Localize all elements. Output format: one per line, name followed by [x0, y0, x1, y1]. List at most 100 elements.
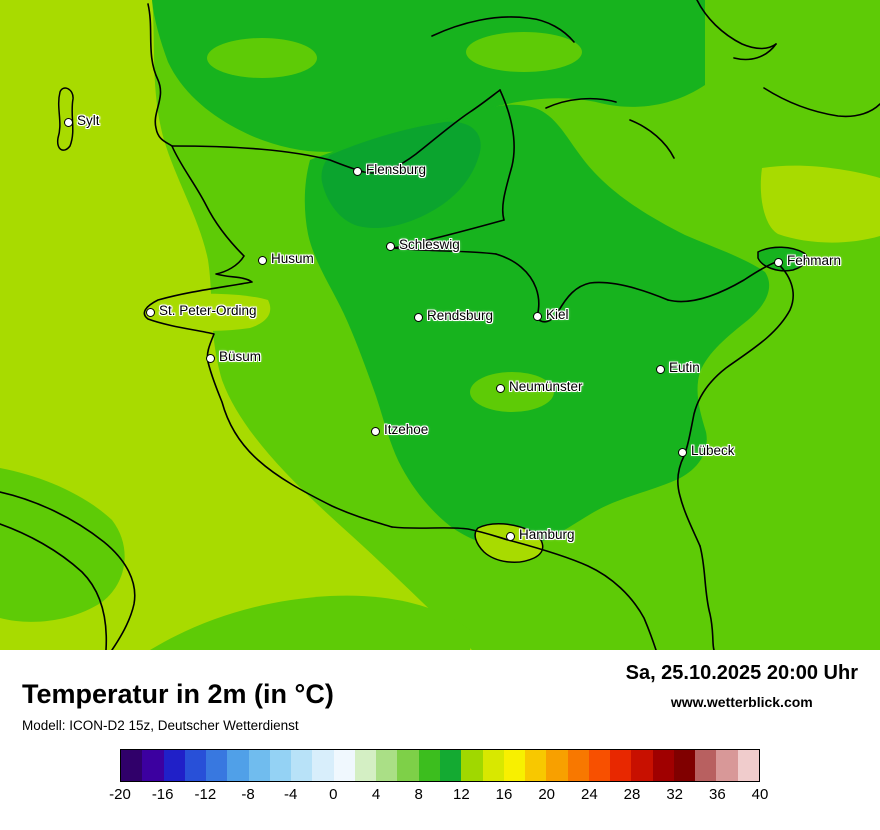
colorbar-tick-label: 12: [452, 786, 470, 803]
colorbar-segment: [163, 750, 185, 781]
colorbar-tick-label: 20: [538, 786, 555, 803]
colorbar-segment: [525, 750, 547, 781]
city-label: Husum: [271, 251, 314, 266]
colorbar-segment: [248, 750, 270, 781]
colorbar-segment: [503, 750, 526, 781]
southeast-border-line: [699, 545, 715, 650]
colorbar-tick-label: 4: [371, 786, 381, 803]
colorbar-tick-label: 8: [414, 786, 423, 803]
colorbar-segment: [631, 750, 653, 781]
colorbar-segment: [184, 750, 207, 781]
colorbar-segment: [610, 750, 632, 781]
website-link[interactable]: www.wetterblick.com: [670, 694, 813, 710]
colorbar-segment: [397, 750, 419, 781]
model-info: Modell: ICON-D2 15z, Deutscher Wetterdie…: [22, 718, 299, 733]
colorbar-tick-label: -8: [241, 786, 255, 803]
coastline-layer: [0, 0, 880, 650]
colorbar-segment: [673, 750, 696, 781]
city-label: Schleswig: [399, 237, 460, 252]
colorbar-segment: [546, 750, 568, 781]
colorbar-segment: [121, 750, 143, 781]
map-darker-patch-flensburg: [321, 121, 481, 229]
city-dot-icon: [352, 166, 362, 176]
map-medium-patch-dk2: [466, 32, 582, 72]
city-label: Fehmarn: [787, 253, 842, 268]
colorbar-segment: [652, 750, 674, 781]
colorbar-tick-label: -12: [194, 786, 217, 803]
city-label: Hamburg: [519, 527, 575, 542]
city-dot-icon: [532, 311, 542, 321]
city-dot-icon: [773, 257, 783, 267]
map-medium-patch-dk1: [207, 38, 317, 78]
temperature-colorbar: -20 -16 -12 -8 -4 0 4 8 12 16 20 24 28 32 36 40: [109, 749, 768, 808]
city-dot-icon: [370, 426, 380, 436]
baltic-islet-line2: [629, 119, 675, 159]
page-title: Temperatur in 2m (in °C): [22, 678, 334, 709]
city-label: Büsum: [219, 349, 262, 364]
city-label: St. Peter-Ording: [159, 303, 257, 318]
colorbar-ticks: -20 -16 -12 -8 -4 0 4 8 12 16 20 24 28 32 36 40: [109, 786, 768, 808]
colorbar-segment: [269, 750, 292, 781]
elbe-estuary-line2: [0, 523, 108, 650]
map-medium-blob-sw: [0, 468, 125, 622]
hamburg-city-area: [474, 523, 544, 564]
baltic-outer-coast: [499, 89, 515, 221]
kiel-fjord-line: [495, 253, 669, 323]
city-label: Lübeck: [691, 443, 735, 458]
city-label: Sylt: [77, 113, 100, 128]
colorbar-segment: [142, 750, 164, 781]
colorbar-segment: [376, 750, 398, 781]
city-label: Neumünster: [509, 379, 583, 394]
elbe-north-bank: [391, 526, 657, 650]
city-dot-icon: [385, 241, 395, 251]
city-dot-icon: [205, 353, 215, 363]
baltic-islet-line1: [545, 97, 617, 109]
colorbar-segment: [354, 750, 377, 781]
colorbar-segment: [312, 750, 334, 781]
map-light-patch-eiderstedt: [150, 293, 271, 331]
colorbar-tick-label: -16: [151, 786, 174, 803]
flensburg-fjord-line: [171, 89, 501, 174]
colorbar-segment: [482, 750, 504, 781]
colorbar-tick-label: 0: [329, 786, 338, 803]
city-dot-icon: [257, 255, 267, 265]
map-footer: Temperatur in 2m (in °C) Sa, 25.10.2025 …: [0, 650, 880, 808]
map-medium-strip-south: [150, 595, 470, 650]
city-dot-icon: [145, 307, 155, 317]
coast-to-fehmarn: [667, 261, 777, 303]
colorbar-segment: [461, 750, 483, 781]
city-dot-icon: [413, 312, 423, 322]
colorbar-tick-label: -4: [283, 786, 298, 803]
city-dot-icon: [677, 447, 687, 457]
danish-island-line1: [696, 0, 777, 50]
temperature-map: Sylt Flensburg Schleswig Husum Fehmarn St. Pe…: [0, 0, 880, 650]
colorbar-segment: [291, 750, 313, 781]
city-dot-icon: [63, 117, 73, 127]
colorbar-segment: [588, 750, 611, 781]
danish-coast-top: [431, 16, 575, 43]
luebeck-bay-coast: [677, 261, 794, 547]
map-medium-patch-neumuenster: [470, 372, 554, 412]
map-light-band-east: [760, 165, 880, 243]
colorbar-segment: [206, 750, 228, 781]
colorbar-tick-label: 32: [666, 786, 683, 803]
danish-island-line3: [763, 87, 880, 118]
forecast-datetime: Sa, 25.10.2025 20:00 Uhr: [625, 662, 858, 684]
colorbar-tick-label: 24: [580, 786, 598, 803]
city-label: Itzehoe: [384, 422, 429, 437]
city-dot-icon: [505, 531, 515, 541]
city-label: Eutin: [669, 360, 700, 375]
elbe-estuary-line1: [0, 491, 136, 650]
colorbar-tick-label: 16: [495, 786, 513, 803]
colorbar-segment: [567, 750, 589, 781]
city-label: Flensburg: [366, 162, 427, 177]
colorbar-tick-label: 40: [751, 786, 769, 803]
colorbar-segment: [333, 750, 355, 781]
colorbar-segment: [227, 750, 249, 781]
colorbar-tick-label: 28: [623, 786, 641, 803]
colorbar-segment: [716, 750, 738, 781]
city-label: Rendsburg: [427, 308, 494, 323]
colorbar-tick-label: 36: [708, 786, 726, 803]
city-label: Kiel: [546, 307, 569, 322]
map-dark-region-north: [152, 0, 705, 152]
